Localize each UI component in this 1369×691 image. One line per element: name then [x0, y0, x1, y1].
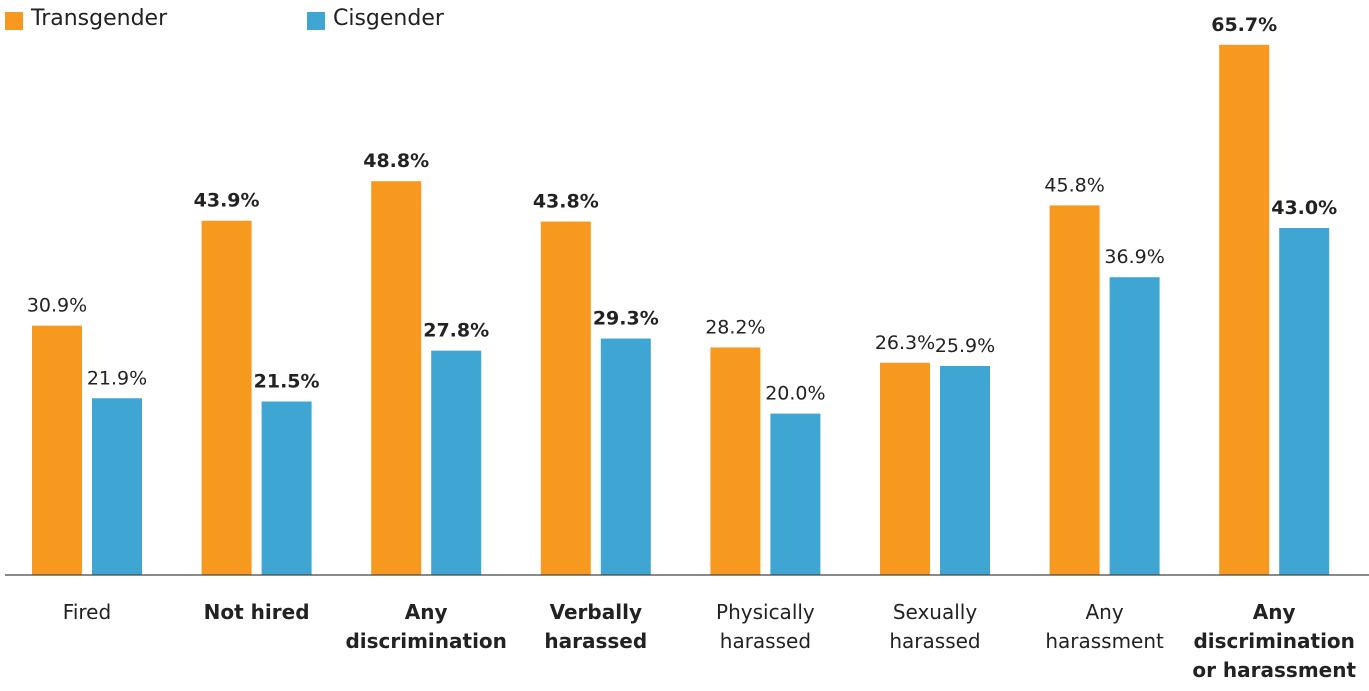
value-label: 30.9%: [27, 295, 87, 317]
bar: [201, 220, 252, 576]
legend-swatch: [307, 12, 325, 30]
legend-label: Cisgender: [333, 6, 444, 31]
x-tick-label: Not hired: [203, 600, 310, 624]
value-label: 27.8%: [423, 320, 489, 342]
x-tick-label: Verbally harassed: [544, 600, 648, 653]
value-label: 43.9%: [194, 190, 260, 212]
value-label: 43.0%: [1271, 197, 1337, 219]
legend-swatch: [5, 12, 23, 30]
x-tick-label: Sexually harassed: [889, 600, 981, 653]
x-tick-label: Any harassment: [1045, 600, 1164, 653]
value-label: 20.0%: [765, 383, 825, 405]
bar: [92, 398, 142, 575]
value-label: 36.9%: [1104, 246, 1164, 268]
value-label: 45.8%: [1044, 174, 1104, 196]
bar: [540, 221, 591, 575]
bar: [1109, 277, 1160, 575]
x-tick-label: Any discrimination or harassment: [1192, 600, 1357, 682]
bar: [32, 325, 82, 575]
bar: [431, 350, 482, 575]
value-label: 43.8%: [533, 191, 599, 213]
x-tick-label: Any discrimination: [345, 600, 507, 653]
value-label: 26.3%: [875, 332, 935, 354]
value-label: 21.5%: [254, 370, 320, 392]
bar: [940, 365, 990, 575]
bar: [600, 338, 651, 575]
value-label: 25.9%: [935, 335, 995, 357]
value-label: 21.9%: [87, 367, 147, 389]
bar: [1279, 227, 1330, 576]
bar: [1219, 44, 1270, 575]
bar: [1049, 205, 1100, 576]
x-tick-label: Physically harassed: [716, 600, 815, 653]
value-label: 29.3%: [593, 308, 659, 330]
value-label: 48.8%: [363, 150, 429, 172]
bar: [880, 362, 930, 575]
bar: [261, 401, 312, 575]
bar: [770, 413, 821, 575]
value-label: 28.2%: [705, 316, 765, 338]
bar: [371, 181, 422, 575]
value-label: 65.7%: [1211, 14, 1277, 36]
legend-label: Transgender: [31, 6, 168, 31]
bar: [710, 347, 761, 575]
x-tick-label: Fired: [62, 600, 112, 624]
